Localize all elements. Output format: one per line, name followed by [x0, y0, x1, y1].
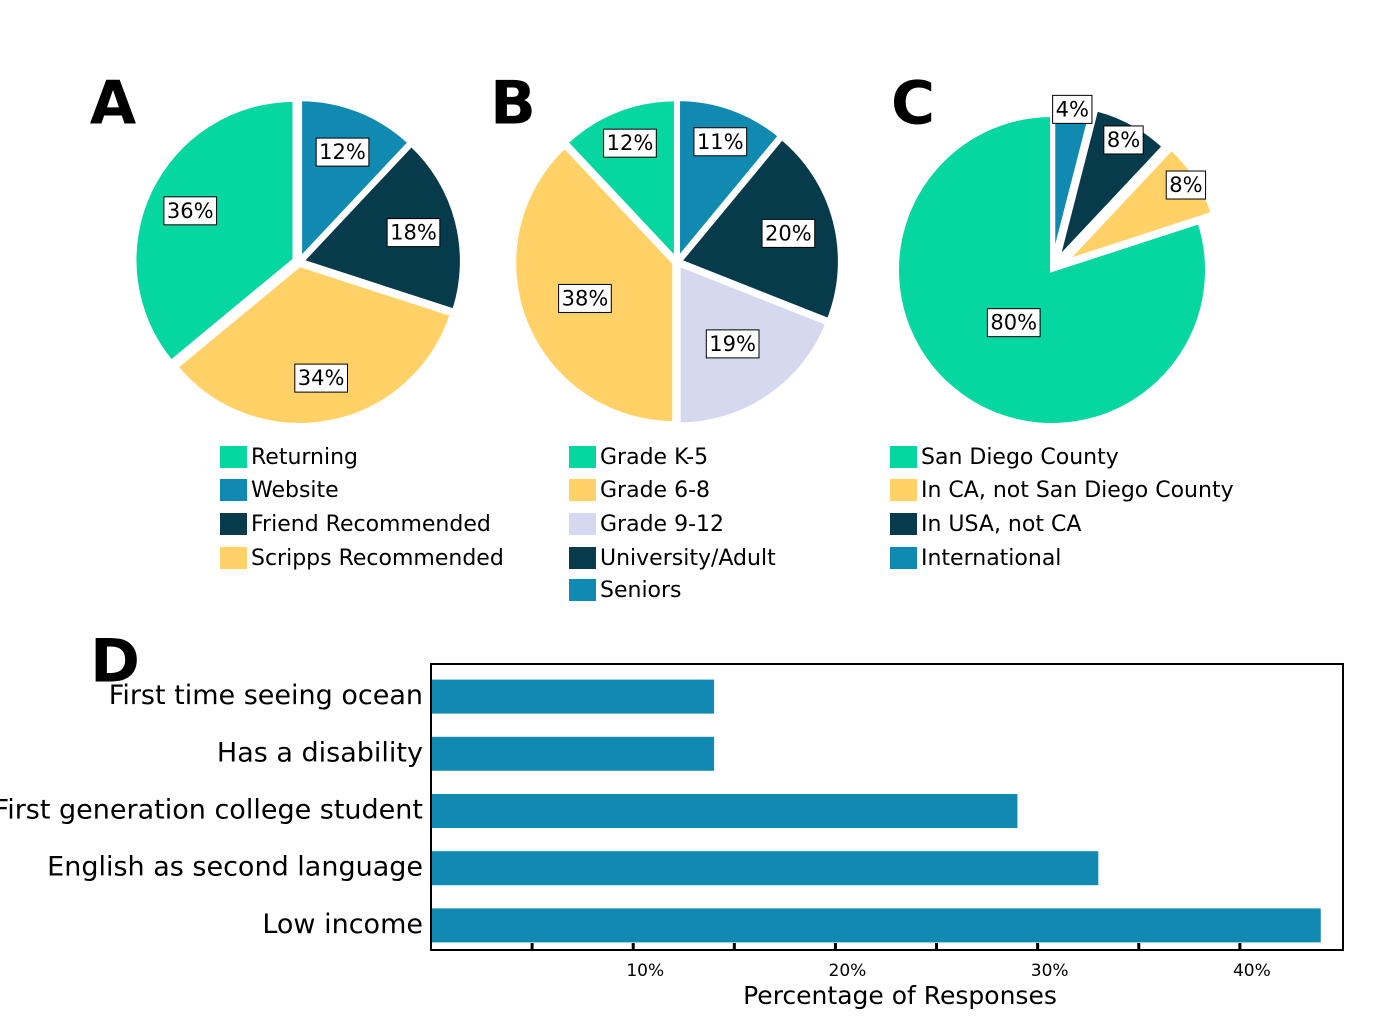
legend-label: Grade 6-8 [600, 478, 710, 503]
value-label: 11% [697, 130, 744, 154]
legend-label: Scripps Recommended [251, 546, 504, 571]
bar [431, 851, 1099, 886]
legend-label: Seniors [600, 578, 682, 603]
pie-slice [895, 112, 1209, 427]
value-label-box [986, 308, 1041, 338]
panel-letter: D [90, 627, 140, 697]
y-tick-label: First time seeing ocean [109, 680, 423, 711]
value-label-box [315, 137, 370, 167]
value-label-box [1052, 94, 1093, 124]
legend-label: San Diego County [921, 445, 1119, 470]
value-label: 8% [1107, 128, 1140, 152]
value-label: 20% [765, 221, 812, 245]
value-label-box [693, 127, 748, 157]
value-label-box [386, 218, 441, 248]
value-label: 19% [709, 332, 756, 356]
x-axis-label: Percentage of Responses [743, 981, 1057, 1010]
x-tick-label: 30% [1031, 961, 1069, 981]
pie-slice [132, 97, 297, 365]
value-label-box [761, 218, 816, 248]
panel-letter: B [490, 69, 536, 139]
value-label: 38% [562, 286, 609, 310]
pie-slice [676, 135, 842, 323]
value-label: 34% [298, 366, 345, 390]
y-tick-label: English as second language [47, 852, 423, 883]
value-label: 36% [167, 199, 214, 223]
legend-swatch [890, 547, 917, 569]
x-tick-label: 10% [626, 961, 664, 981]
bar [431, 908, 1321, 943]
value-label-box [294, 363, 348, 393]
pie-slice [173, 262, 455, 427]
legend-swatch [569, 446, 596, 468]
value-label-box [558, 283, 612, 313]
y-tick-label: Has a disability [217, 737, 423, 768]
plot-frame [430, 663, 1344, 951]
legend-swatch [569, 547, 596, 569]
value-label: 18% [390, 221, 437, 245]
legend-swatch [220, 446, 247, 468]
legend-swatch [569, 513, 596, 535]
value-label-box [1165, 170, 1207, 200]
bar [431, 736, 715, 771]
legend-label: Grade 9-12 [600, 512, 724, 537]
legend-label: In CA, not San Diego County [921, 478, 1234, 503]
x-tick-label: 20% [829, 961, 867, 981]
value-label: 80% [990, 311, 1037, 335]
legend-swatch [890, 446, 917, 468]
legend-label: International [921, 546, 1061, 571]
value-label: 8% [1169, 173, 1202, 197]
legend-swatch [220, 547, 247, 569]
legend-label: Returning [251, 445, 358, 470]
legend-swatch [220, 479, 247, 501]
value-label: 12% [607, 131, 654, 155]
y-tick-label: First generation college student [0, 795, 423, 826]
value-label: 12% [319, 140, 366, 164]
value-label: 4% [1056, 97, 1089, 121]
panel-letter: A [90, 69, 137, 139]
legend-swatch [220, 513, 247, 535]
legend-swatch [890, 479, 917, 501]
legend-label: In USA, not CA [921, 512, 1081, 537]
value-label-box [1103, 125, 1144, 155]
legend-label: Friend Recommended [251, 512, 491, 537]
legend-label: Grade K-5 [600, 445, 708, 470]
legend-swatch [569, 479, 596, 501]
legend-swatch [890, 513, 917, 535]
bar [431, 794, 1018, 828]
legend-label: Website [251, 478, 339, 503]
legend-label: University/Adult [600, 546, 776, 571]
pie-slice [298, 141, 464, 314]
value-label-box [603, 128, 657, 158]
legend-swatch [569, 579, 596, 601]
y-tick-label: Low income [262, 909, 423, 940]
bar [431, 679, 715, 714]
value-label-box [163, 196, 218, 226]
x-tick-label: 40% [1233, 961, 1271, 981]
value-label-box [705, 329, 760, 359]
panel-letter: C [891, 69, 935, 139]
